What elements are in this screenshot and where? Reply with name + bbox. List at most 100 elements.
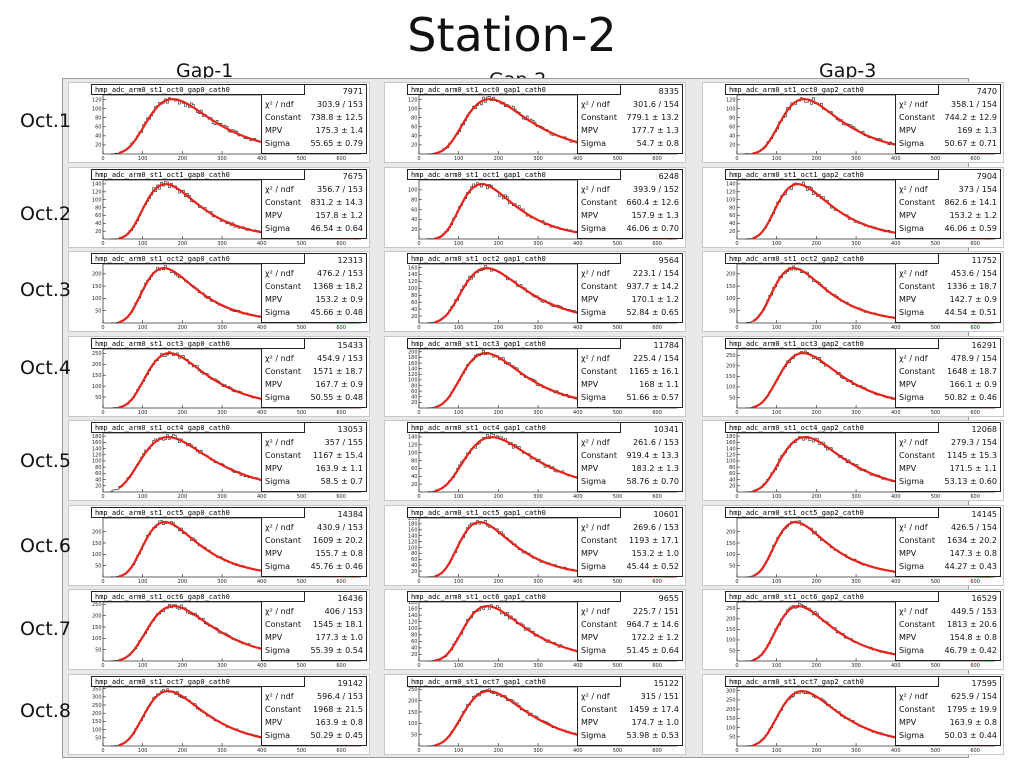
stat-value: 50.03 ± 0.44 [944, 731, 997, 740]
stat-sigma: Sigma 54.7 ± 0.8 [581, 138, 679, 149]
x-tick-label: 400 [891, 579, 901, 585]
histogram-title: hmp_adc_arm0_st1_oct0_gap1_cath0 [407, 84, 621, 95]
x-tick-label: 500 [297, 325, 307, 331]
y-tick-label: 60 [411, 207, 417, 213]
y-tick-label: 200 [726, 272, 736, 278]
x-tick-label: 500 [297, 579, 307, 585]
stat-constant: Constant 1165 ± 16.1 [581, 366, 679, 377]
stat-value: 58.5 ± 0.7 [320, 477, 363, 486]
stat-value: 1648 ± 18.7 [947, 367, 997, 376]
y-tick-label: 50 [95, 647, 101, 653]
stat-mpv: MPV 167.7 ± 0.9 [265, 379, 363, 390]
stat-value: 13053 [337, 425, 363, 434]
octant-label: Oct.5 [20, 450, 71, 472]
x-tick-label: 200 [178, 410, 188, 416]
y-tick-label: 100 [92, 296, 102, 302]
stat-value: 19142 [337, 679, 363, 688]
x-tick-label: 300 [533, 241, 543, 247]
x-tick-label: 300 [533, 748, 543, 754]
stat-value: 16291 [971, 341, 997, 350]
stat-value: 393.9 / 152 [633, 185, 679, 194]
stat-constant: Constant 744.2 ± 12.9 [899, 112, 997, 123]
y-tick-label: 50 [95, 395, 101, 401]
y-tick-label: 200 [726, 707, 736, 713]
y-tick-label: 100 [726, 725, 736, 731]
stat-value: 919.4 ± 13.3 [626, 451, 679, 460]
x-tick-label: 600 [336, 579, 346, 585]
histogram-title: hmp_adc_arm0_st1_oct5_gap2_cath0 [725, 507, 939, 518]
stat-value: 45.76 ± 0.46 [310, 562, 363, 571]
stat-chi2: χ² / ndf 261.6 / 153 [581, 437, 679, 448]
stat-label: MPV [581, 718, 599, 727]
x-tick-label: 600 [652, 494, 662, 500]
stat-label: Sigma [265, 308, 291, 317]
x-tick-label: 600 [652, 579, 662, 585]
y-tick-label: 300 [92, 695, 102, 701]
y-tick-label: 60 [95, 213, 101, 219]
octant-label: Oct.1 [20, 110, 71, 132]
x-tick-label: 0 [735, 156, 738, 162]
stat-value: 8335 [658, 87, 679, 96]
x-tick-label: 300 [217, 410, 227, 416]
histogram-title: hmp_adc_arm0_st1_oct1_gap1_cath0 [407, 169, 621, 180]
stat-sigma: Sigma 45.66 ± 0.48 [265, 307, 363, 318]
stat-value: 406 / 153 [324, 607, 363, 616]
stat-label: χ² / ndf [581, 269, 610, 278]
stat-label: Sigma [581, 139, 607, 148]
stat-value: 142.7 ± 0.9 [949, 295, 997, 304]
x-tick-label: 500 [613, 241, 623, 247]
stat-label: Sigma [581, 224, 607, 233]
y-tick-label: 200 [92, 711, 102, 717]
y-tick-label: 80 [729, 205, 735, 211]
histogram-title: hmp_adc_arm0_st1_oct2_gap1_cath0 [407, 253, 621, 264]
stat-value: 172.2 ± 1.2 [631, 633, 679, 642]
x-tick-label: 400 [891, 663, 901, 669]
stat-value: 1571 ± 18.7 [313, 367, 363, 376]
stat-label: χ² / ndf [899, 692, 928, 701]
x-tick-label: 200 [812, 156, 822, 162]
stat-label: χ² / ndf [581, 692, 610, 701]
y-tick-label: 50 [95, 736, 101, 742]
x-tick-label: 400 [257, 156, 267, 162]
stat-sigma: Sigma 50.82 ± 0.46 [899, 392, 997, 403]
stat-value: 166.1 ± 0.9 [949, 380, 997, 389]
stat-constant: Constant 1648 ± 18.7 [899, 366, 997, 377]
x-tick-label: 300 [533, 410, 543, 416]
y-tick-label: 250 [726, 698, 736, 704]
y-tick-label: 120 [92, 453, 102, 459]
stat-value: 174.7 ± 1.0 [631, 718, 679, 727]
stat-value: 937.7 ± 14.2 [626, 282, 679, 291]
stat-value: 44.54 ± 0.51 [944, 308, 997, 317]
x-tick-label: 200 [494, 494, 504, 500]
y-tick-label: 100 [408, 721, 418, 727]
x-tick-label: 400 [257, 748, 267, 754]
stat-label: MPV [265, 211, 283, 220]
y-tick-label: 200 [408, 698, 418, 704]
stat-label: Sigma [581, 393, 607, 402]
x-tick-label: 100 [454, 410, 464, 416]
x-tick-label: 500 [297, 494, 307, 500]
x-tick-label: 0 [101, 494, 104, 500]
y-tick-label: 80 [411, 633, 417, 639]
stat-chi2: χ² / ndf 453.6 / 154 [899, 268, 997, 279]
stat-chi2: χ² / ndf 406 / 153 [265, 606, 363, 617]
x-tick-label: 0 [735, 579, 738, 585]
stat-label: χ² / ndf [581, 354, 610, 363]
x-tick-label: 200 [812, 579, 822, 585]
x-tick-label: 600 [652, 410, 662, 416]
y-tick-label: 60 [729, 213, 735, 219]
stat-constant: Constant 937.7 ± 14.2 [581, 281, 679, 292]
histogram-panel: hmp_adc_arm0_st1_oct2_gap2_cath0 0 100 200 3… [702, 251, 1004, 332]
stat-label: Constant [581, 620, 617, 629]
stat-chi2: χ² / ndf 357 / 155 [265, 437, 363, 448]
histogram-panel: hmp_adc_arm0_st1_oct7_gap0_cath0 0 100 200 3… [68, 674, 370, 755]
stat-constant: Constant 1336 ± 18.7 [899, 281, 997, 292]
stat-value: 14384 [337, 510, 363, 519]
y-tick-label: 20 [411, 143, 417, 149]
y-tick-label: 50 [95, 309, 101, 315]
y-tick-label: 140 [726, 446, 736, 452]
x-tick-label: 500 [613, 325, 623, 331]
stat-value: 15433 [337, 341, 363, 350]
